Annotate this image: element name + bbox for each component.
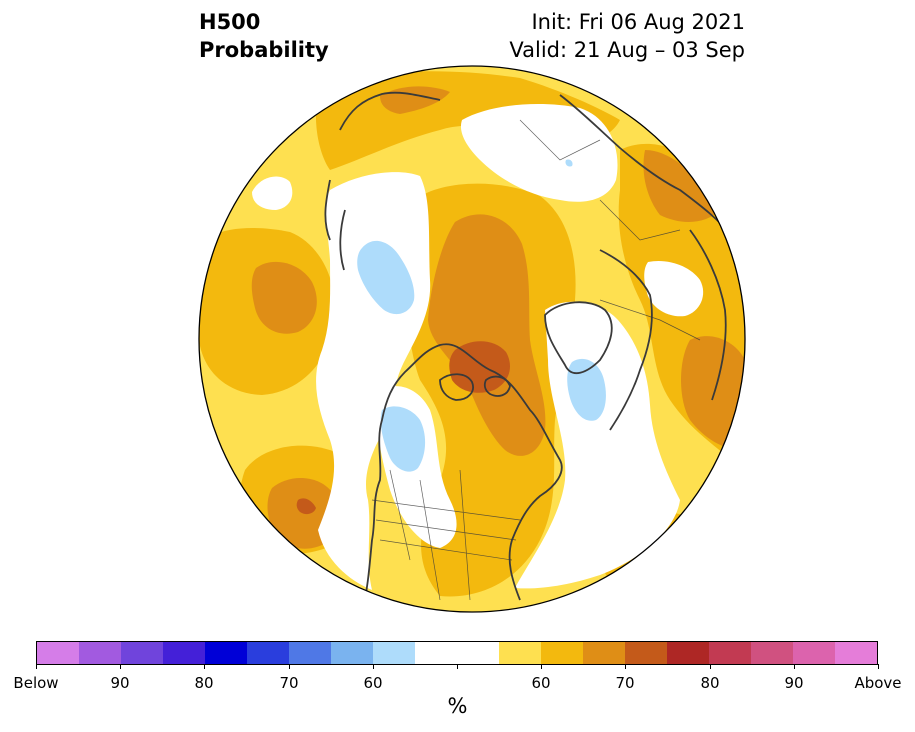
below-normal-60 (565, 159, 573, 167)
colorbar-label: 70 (279, 674, 299, 692)
title-product: Probability (199, 38, 329, 62)
coastline-north-america (361, 343, 563, 612)
colorbar-label: Below (13, 674, 59, 692)
below-normal-60 (567, 358, 606, 421)
forecast-dates: Init: Fri 06 Aug 2021 Valid: 21 Aug – 03… (509, 8, 745, 64)
below-normal-60 (357, 240, 415, 315)
colorbar-swatch (331, 642, 373, 664)
country-borders (519, 119, 701, 341)
colorbar-swatch (121, 642, 163, 664)
prob-contour-65 (251, 261, 317, 334)
colorbar-swatch (499, 642, 541, 664)
prob-contour-70 (449, 341, 510, 393)
colorbar-swatch (835, 642, 877, 664)
valid-period: Valid: 21 Aug – 03 Sep (509, 38, 745, 62)
below-normal-60 (380, 406, 426, 472)
colorbar-swatch (667, 642, 709, 664)
colorbar-swatch (415, 642, 457, 664)
colorbar-swatch (457, 642, 499, 664)
colorbar-swatch (79, 642, 121, 664)
colorbar-label: 90 (784, 674, 804, 692)
colorbar-swatch (37, 642, 79, 664)
colorbar-tick (120, 664, 121, 669)
colorbar-tick (204, 664, 205, 669)
neutral-region (252, 176, 293, 210)
colorbar-tick (878, 664, 879, 669)
prob-contour-65 (643, 150, 720, 222)
colorbar-labels: Below 90 80 70 60 60 70 80 90 Above (13, 674, 901, 694)
map-boundary (198, 65, 746, 613)
prob-contour-70 (296, 498, 316, 515)
colorbar-tick (457, 664, 458, 669)
colorbar-swatch (751, 642, 793, 664)
prob-contour-65 (428, 214, 546, 456)
coastline-greenland (544, 301, 613, 375)
prob-contour-65 (681, 336, 745, 451)
colorbar-swatch (163, 642, 205, 664)
colorbar-swatch (625, 642, 667, 664)
colorbar-tick (36, 664, 37, 669)
map-title: H500 Probability (199, 8, 329, 64)
colorbar-label: Above (854, 674, 902, 692)
colorbar-ticks (36, 664, 879, 672)
coastline-japan (324, 179, 346, 271)
colorbar-swatch (247, 642, 289, 664)
colorbar-label: 70 (615, 674, 635, 692)
neutral-region (460, 104, 618, 202)
colorbar-label: 90 (110, 674, 130, 692)
colorbar-tick (541, 664, 542, 669)
colorbar-swatch (793, 642, 835, 664)
coastline-eurasia (339, 91, 736, 431)
init-date: Init: Fri 06 Aug 2021 (531, 10, 745, 34)
colorbar-units: % (447, 694, 468, 718)
coastline-europe (689, 229, 727, 401)
colorbar-swatch (541, 642, 583, 664)
colorbar-tick (710, 664, 711, 669)
colorbar-tick (373, 664, 374, 669)
title-variable: H500 (199, 10, 261, 34)
colorbar-swatch (373, 642, 415, 664)
colorbar-label: 60 (531, 674, 551, 692)
colorbar-swatch (583, 642, 625, 664)
colorbar-swatch (205, 642, 247, 664)
colorbar-tick (794, 664, 795, 669)
colorbar-tick (289, 664, 290, 669)
colorbar-swatch (709, 642, 751, 664)
colorbar-label: 80 (700, 674, 720, 692)
state-borders (371, 469, 521, 601)
colorbar-label: 60 (363, 674, 383, 692)
colorbar-tick (625, 664, 626, 669)
colorbar-label: 80 (194, 674, 214, 692)
neutral-region (644, 260, 704, 317)
coastline-arctic-islands (439, 373, 511, 401)
colorbar (36, 641, 878, 665)
colorbar-swatch (289, 642, 331, 664)
